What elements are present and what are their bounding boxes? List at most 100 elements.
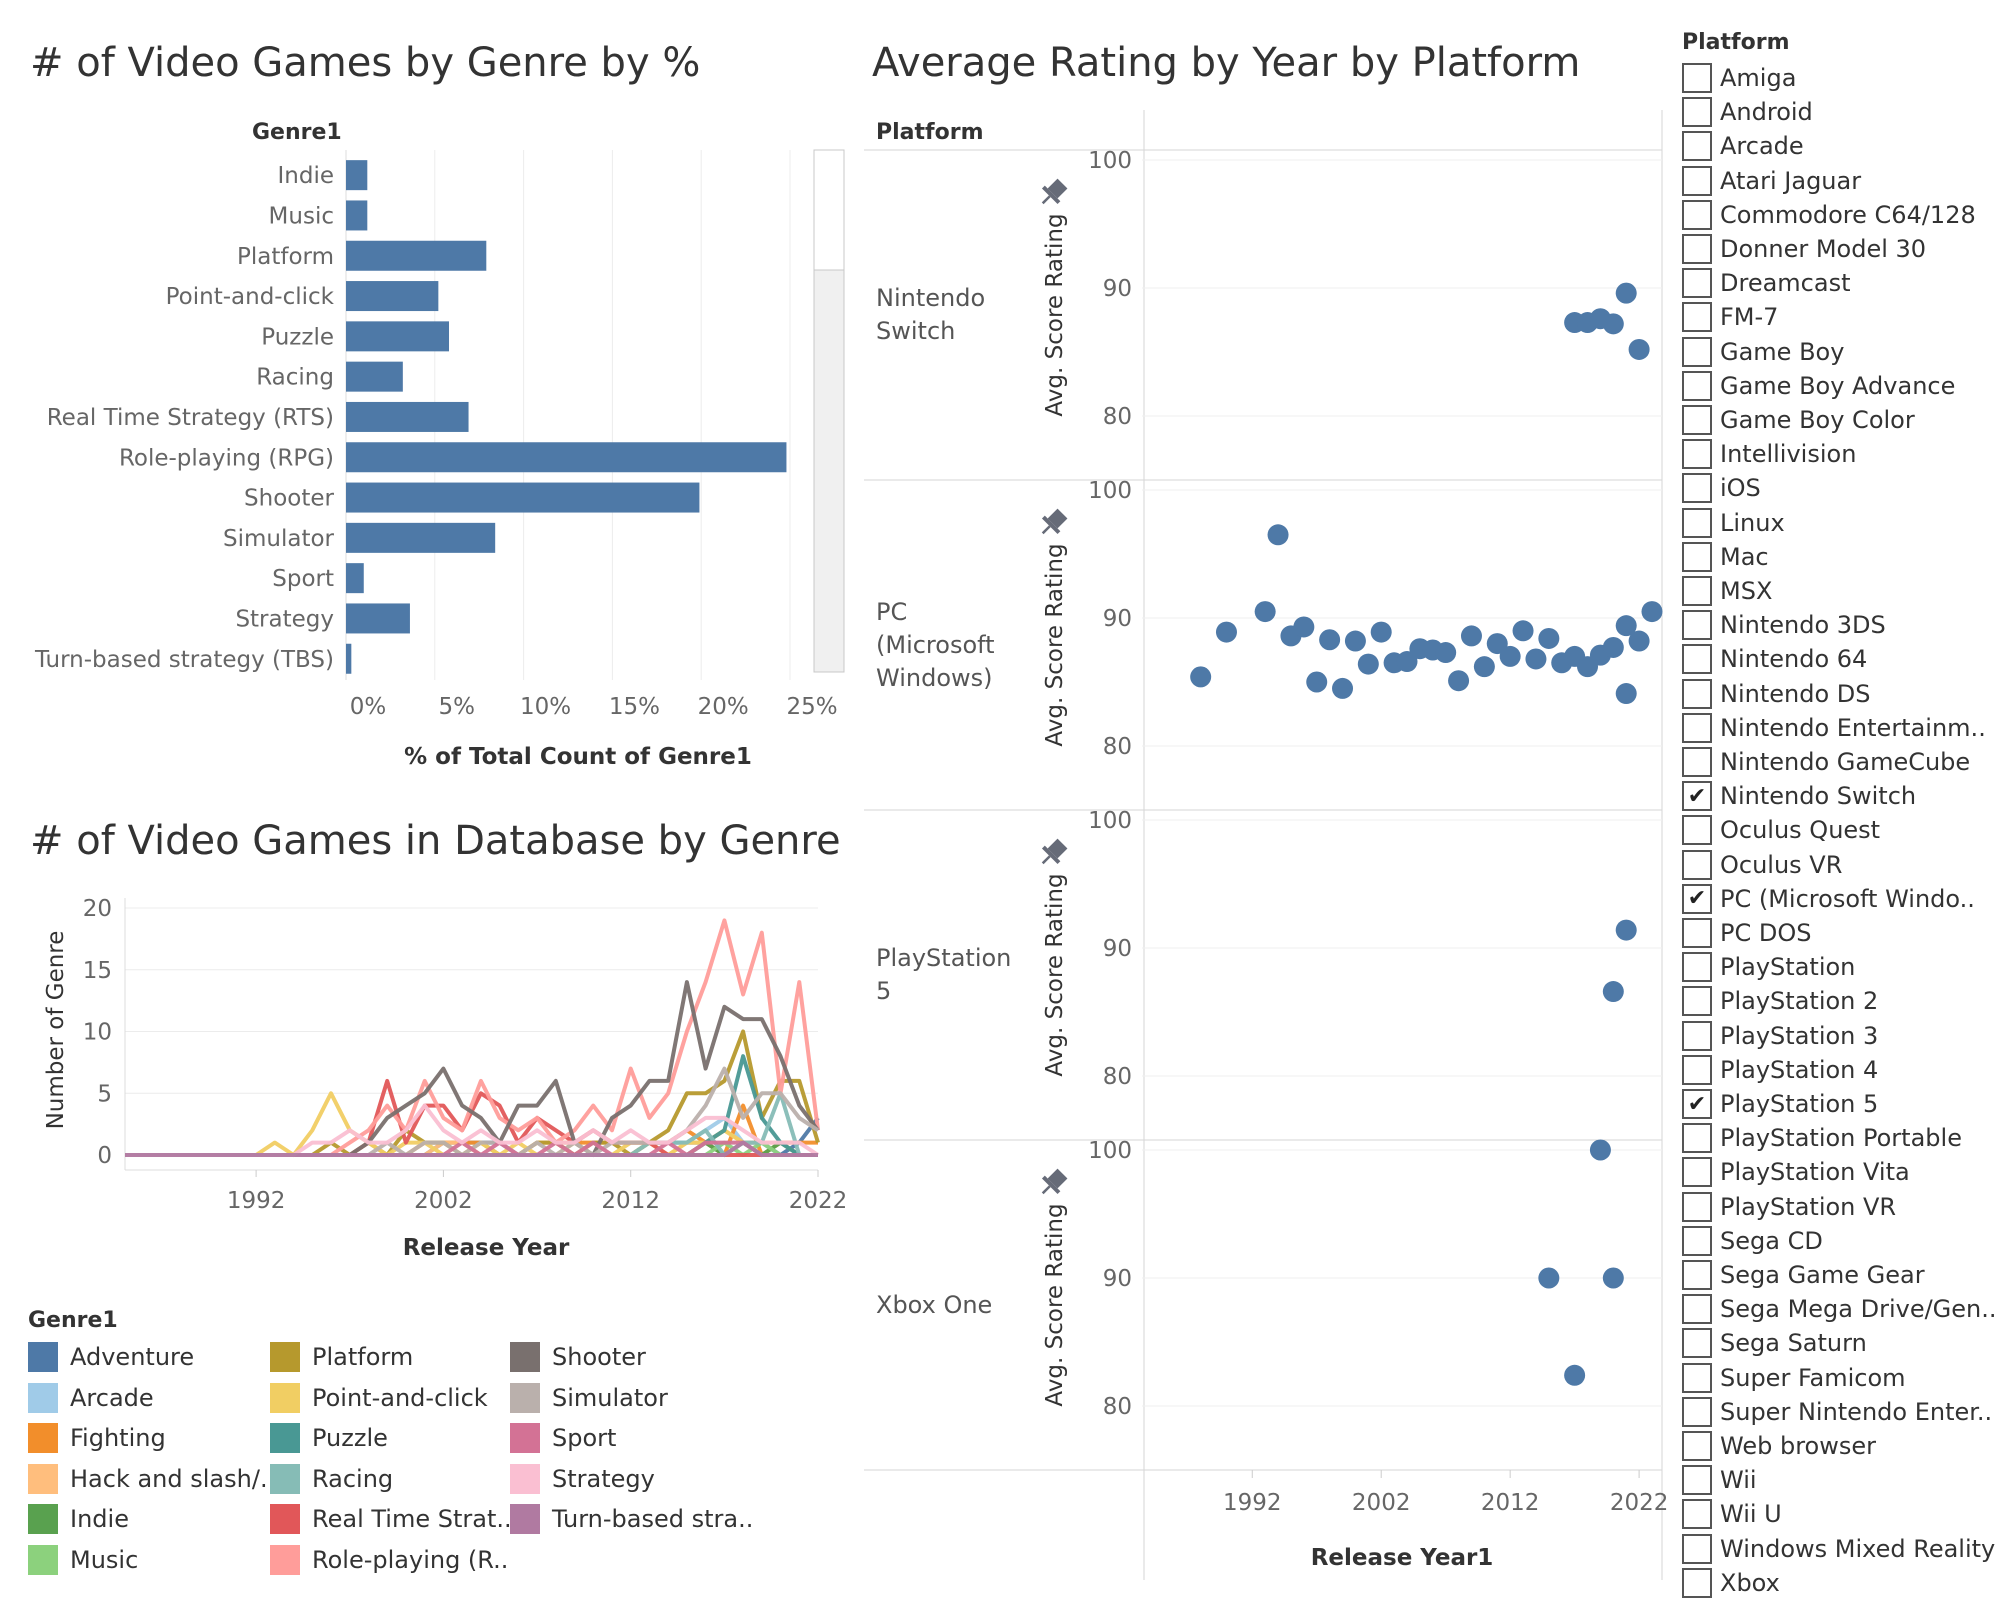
filter-item[interactable]: Amiga [1682,61,1796,95]
filter-item[interactable]: Windows Mixed Reality [1682,1532,1995,1566]
filter-item[interactable]: Wii [1682,1463,1757,1497]
legend-item[interactable]: Platform [270,1342,413,1372]
filter-item[interactable]: Super Famicom [1682,1361,1906,1395]
legend-item[interactable]: Real Time Strat.. [270,1504,512,1534]
checkbox[interactable] [1682,1020,1712,1051]
filter-item[interactable]: iOS [1682,471,1761,505]
checkbox[interactable] [1682,336,1712,367]
checkbox[interactable] [1682,576,1712,606]
scrollbar-thumb[interactable] [813,149,845,271]
checkbox[interactable] [1682,165,1712,196]
checkbox[interactable] [1682,97,1712,128]
checkbox-checked[interactable]: ✔ [1682,1089,1712,1119]
checkbox[interactable] [1682,234,1712,264]
checkbox[interactable] [1682,302,1712,333]
checkbox[interactable] [1682,918,1712,948]
filter-item[interactable]: Donner Model 30 [1682,232,1926,266]
checkbox[interactable] [1682,1225,1712,1256]
filter-item[interactable]: ✔ Nintendo Switch [1682,779,1916,813]
checkbox[interactable] [1682,1157,1712,1188]
checkbox[interactable] [1682,473,1712,504]
filter-item[interactable]: PlayStation [1682,950,1855,984]
platform-filter[interactable]: Amiga Android Arcade Atari Jaguar Commodore … [1682,24,2000,1600]
checkbox[interactable] [1682,644,1712,675]
filter-item[interactable]: Sega Mega Drive/Gen.. [1682,1292,1997,1326]
filter-item[interactable]: Atari Jaguar [1682,164,1861,198]
legend-item[interactable]: Music [28,1544,138,1575]
checkbox-checked[interactable]: ✔ [1682,781,1712,812]
legend-item[interactable]: Shooter [510,1342,646,1372]
checkbox[interactable] [1682,678,1712,709]
filter-item[interactable]: Nintendo 64 [1682,642,1867,676]
filter-item[interactable]: Intellivision [1682,437,1856,471]
filter-item[interactable]: FM-7 [1682,300,1778,334]
legend-item[interactable]: Arcade [28,1382,154,1413]
checkbox[interactable] [1682,849,1712,880]
checkbox[interactable] [1682,747,1712,777]
checkbox[interactable] [1682,268,1712,299]
filter-item[interactable]: Commodore C64/128 [1682,198,1976,232]
checkbox[interactable] [1682,1533,1712,1564]
checkbox[interactable] [1682,1054,1712,1085]
checkbox[interactable] [1682,610,1712,641]
legend-item[interactable]: Hack and slash/.. [28,1463,275,1494]
filter-item[interactable]: ✔ PC (Microsoft Windo.. [1682,882,1975,916]
checkbox-checked[interactable]: ✔ [1682,883,1712,914]
filter-item[interactable]: Game Boy Advance [1682,369,1955,403]
filter-item[interactable]: Oculus Quest [1682,813,1880,847]
filter-item[interactable]: Nintendo Entertainm.. [1682,711,1986,745]
checkbox[interactable] [1682,131,1712,162]
filter-item[interactable]: Xbox [1682,1566,1780,1600]
legend-item[interactable]: Racing [270,1463,393,1494]
filter-item[interactable]: Nintendo DS [1682,677,1870,711]
checkbox[interactable] [1682,1294,1712,1325]
filter-item[interactable]: Web browser [1682,1429,1876,1463]
legend-item[interactable]: Puzzle [270,1423,388,1453]
legend-item[interactable]: Simulator [510,1382,668,1413]
filter-item[interactable]: PlayStation 3 [1682,1019,1878,1053]
filter-item[interactable]: Sega CD [1682,1224,1823,1258]
filter-item[interactable]: Super Nintendo Enter.. [1682,1395,1992,1429]
filter-item[interactable]: Android [1682,95,1813,129]
checkbox[interactable] [1682,199,1712,230]
checkbox[interactable] [1682,952,1712,983]
legend-item[interactable]: Role-playing (R.. [270,1544,508,1575]
checkbox[interactable] [1682,507,1712,538]
checkbox[interactable] [1682,1396,1712,1427]
filter-item[interactable]: Sega Saturn [1682,1326,1867,1360]
filter-item[interactable]: Game Boy Color [1682,403,1915,437]
checkbox[interactable] [1682,1567,1712,1598]
checkbox[interactable] [1682,1362,1712,1393]
filter-item[interactable]: Sega Game Gear [1682,1258,1925,1292]
filter-item[interactable]: Arcade [1682,129,1804,163]
checkbox[interactable] [1682,1499,1712,1530]
legend-item[interactable]: Strategy [510,1463,655,1494]
filter-item[interactable]: Nintendo 3DS [1682,608,1886,642]
checkbox[interactable] [1682,1123,1712,1154]
filter-item[interactable]: Mac [1682,540,1769,574]
filter-item[interactable]: Oculus VR [1682,848,1842,882]
filter-item[interactable]: PlayStation 2 [1682,984,1878,1018]
legend-item[interactable]: Indie [28,1504,129,1534]
filter-item[interactable]: MSX [1682,574,1772,608]
checkbox[interactable] [1682,63,1712,93]
filter-item[interactable]: ✔ PlayStation 5 [1682,1087,1878,1121]
checkbox[interactable] [1682,1191,1712,1222]
checkbox[interactable] [1682,986,1712,1017]
checkbox[interactable] [1682,405,1712,435]
filter-item[interactable]: PlayStation Portable [1682,1121,1962,1155]
checkbox[interactable] [1682,1260,1712,1290]
checkbox[interactable] [1682,1328,1712,1359]
filter-item[interactable]: Linux [1682,506,1785,540]
filter-item[interactable]: Game Boy [1682,335,1844,369]
filter-item[interactable]: Dreamcast [1682,266,1851,300]
legend-item[interactable]: Turn-based stra.. [510,1504,753,1534]
checkbox[interactable] [1682,1431,1712,1461]
filter-item[interactable]: PlayStation VR [1682,1190,1896,1224]
checkbox[interactable] [1682,439,1712,470]
legend-item[interactable]: Fighting [28,1423,166,1453]
checkbox[interactable] [1682,541,1712,572]
checkbox[interactable] [1682,1465,1712,1496]
legend-item[interactable]: Adventure [28,1342,194,1372]
legend-item[interactable]: Point-and-click [270,1382,488,1413]
